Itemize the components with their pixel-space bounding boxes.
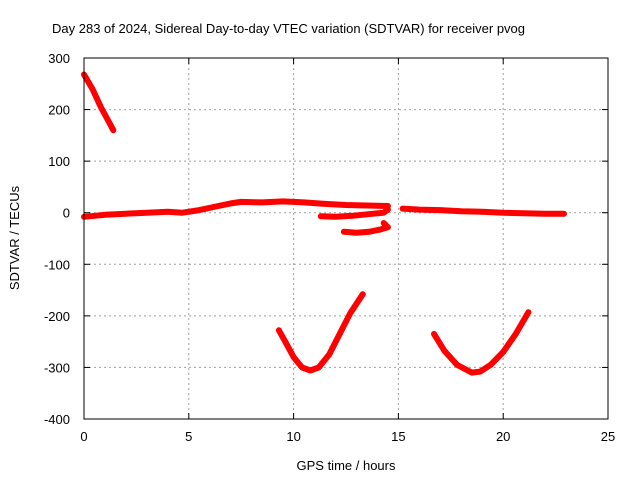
grid <box>84 58 608 419</box>
y-axis-label: SDTVAR / TECUs <box>7 185 22 290</box>
series-segment-5 <box>399 205 567 217</box>
y-tick-label: -300 <box>44 360 70 375</box>
x-tick-label: 25 <box>601 429 615 444</box>
series-segment-1 <box>81 71 117 134</box>
series-segment-7 <box>431 309 532 376</box>
plot-frame <box>83 57 609 420</box>
chart-title: Day 283 of 2024, Sidereal Day-to-day VTE… <box>52 21 525 36</box>
series-segment-6 <box>275 291 366 374</box>
x-tick-label: 15 <box>391 429 405 444</box>
x-tick-label: 0 <box>80 429 87 444</box>
series-segment-4 <box>340 220 391 236</box>
y-tick-label: 100 <box>48 154 70 169</box>
y-tick-label: -200 <box>44 309 70 324</box>
y-tick-label: -100 <box>44 257 70 272</box>
y-tick-label: 200 <box>48 103 70 118</box>
x-tick-label: 20 <box>496 429 510 444</box>
ticks: 0 5 10 15 20 25 -400 -300 -200 -100 0 100 200 300 <box>44 51 615 444</box>
y-tick-label: -400 <box>44 412 70 427</box>
x-tick-label: 5 <box>185 429 192 444</box>
y-tick-label: 300 <box>48 51 70 66</box>
y-tick-label: 0 <box>63 206 70 221</box>
x-axis-label: GPS time / hours <box>297 458 396 473</box>
x-tick-label: 10 <box>286 429 300 444</box>
series-segment-2 <box>81 198 391 220</box>
series-group <box>81 71 567 376</box>
series-segment-3 <box>317 206 391 220</box>
